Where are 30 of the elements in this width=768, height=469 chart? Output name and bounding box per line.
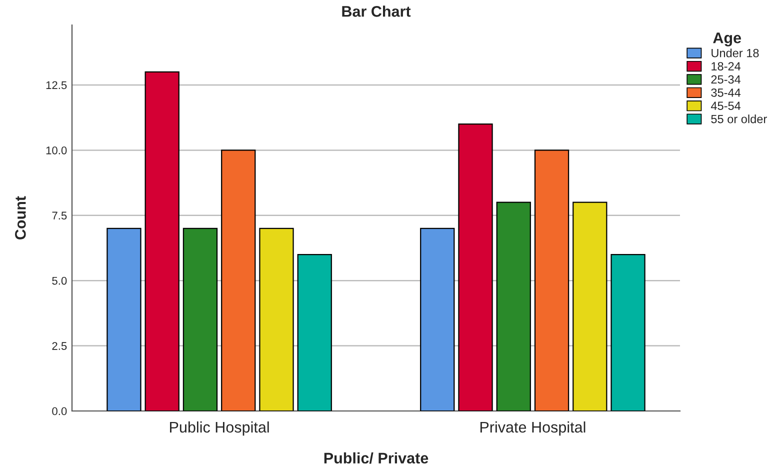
legend-label: 45-54 bbox=[710, 102, 741, 110]
y-tick-label: 7.5 bbox=[52, 212, 67, 220]
x-axis-title: Public/ Private bbox=[324, 452, 428, 464]
legend-label: 55 or older bbox=[711, 114, 767, 124]
bar bbox=[610, 254, 646, 411]
bar bbox=[106, 228, 142, 411]
legend-title: Age bbox=[713, 32, 742, 46]
y-tick-label: 10.0 bbox=[46, 146, 67, 154]
legend-label: 18-24 bbox=[712, 62, 741, 70]
x-tick-label: Public Hospital bbox=[170, 421, 269, 436]
bar bbox=[259, 228, 294, 411]
chart-title: Bar Chart bbox=[342, 6, 411, 17]
legend-label: 35-44 bbox=[711, 88, 741, 97]
y-tick-label: 12.5 bbox=[46, 81, 67, 90]
bar bbox=[458, 124, 493, 411]
x-tick-label: Private Hospital bbox=[480, 421, 586, 436]
bar bbox=[572, 202, 608, 411]
y-axis-title: Count bbox=[15, 196, 26, 240]
bar bbox=[420, 228, 455, 411]
y-tick-label: 0.0 bbox=[52, 407, 67, 416]
bar bbox=[496, 202, 531, 411]
legend-label: 25-34 bbox=[711, 75, 741, 84]
legend-label: Under 18 bbox=[712, 48, 759, 58]
bar bbox=[221, 150, 256, 411]
bar bbox=[534, 150, 570, 411]
y-tick-label: 2.5 bbox=[52, 342, 67, 350]
bar bbox=[144, 71, 180, 411]
bar bbox=[297, 254, 332, 411]
bar bbox=[182, 228, 218, 411]
y-tick-label: 5.0 bbox=[52, 276, 67, 285]
